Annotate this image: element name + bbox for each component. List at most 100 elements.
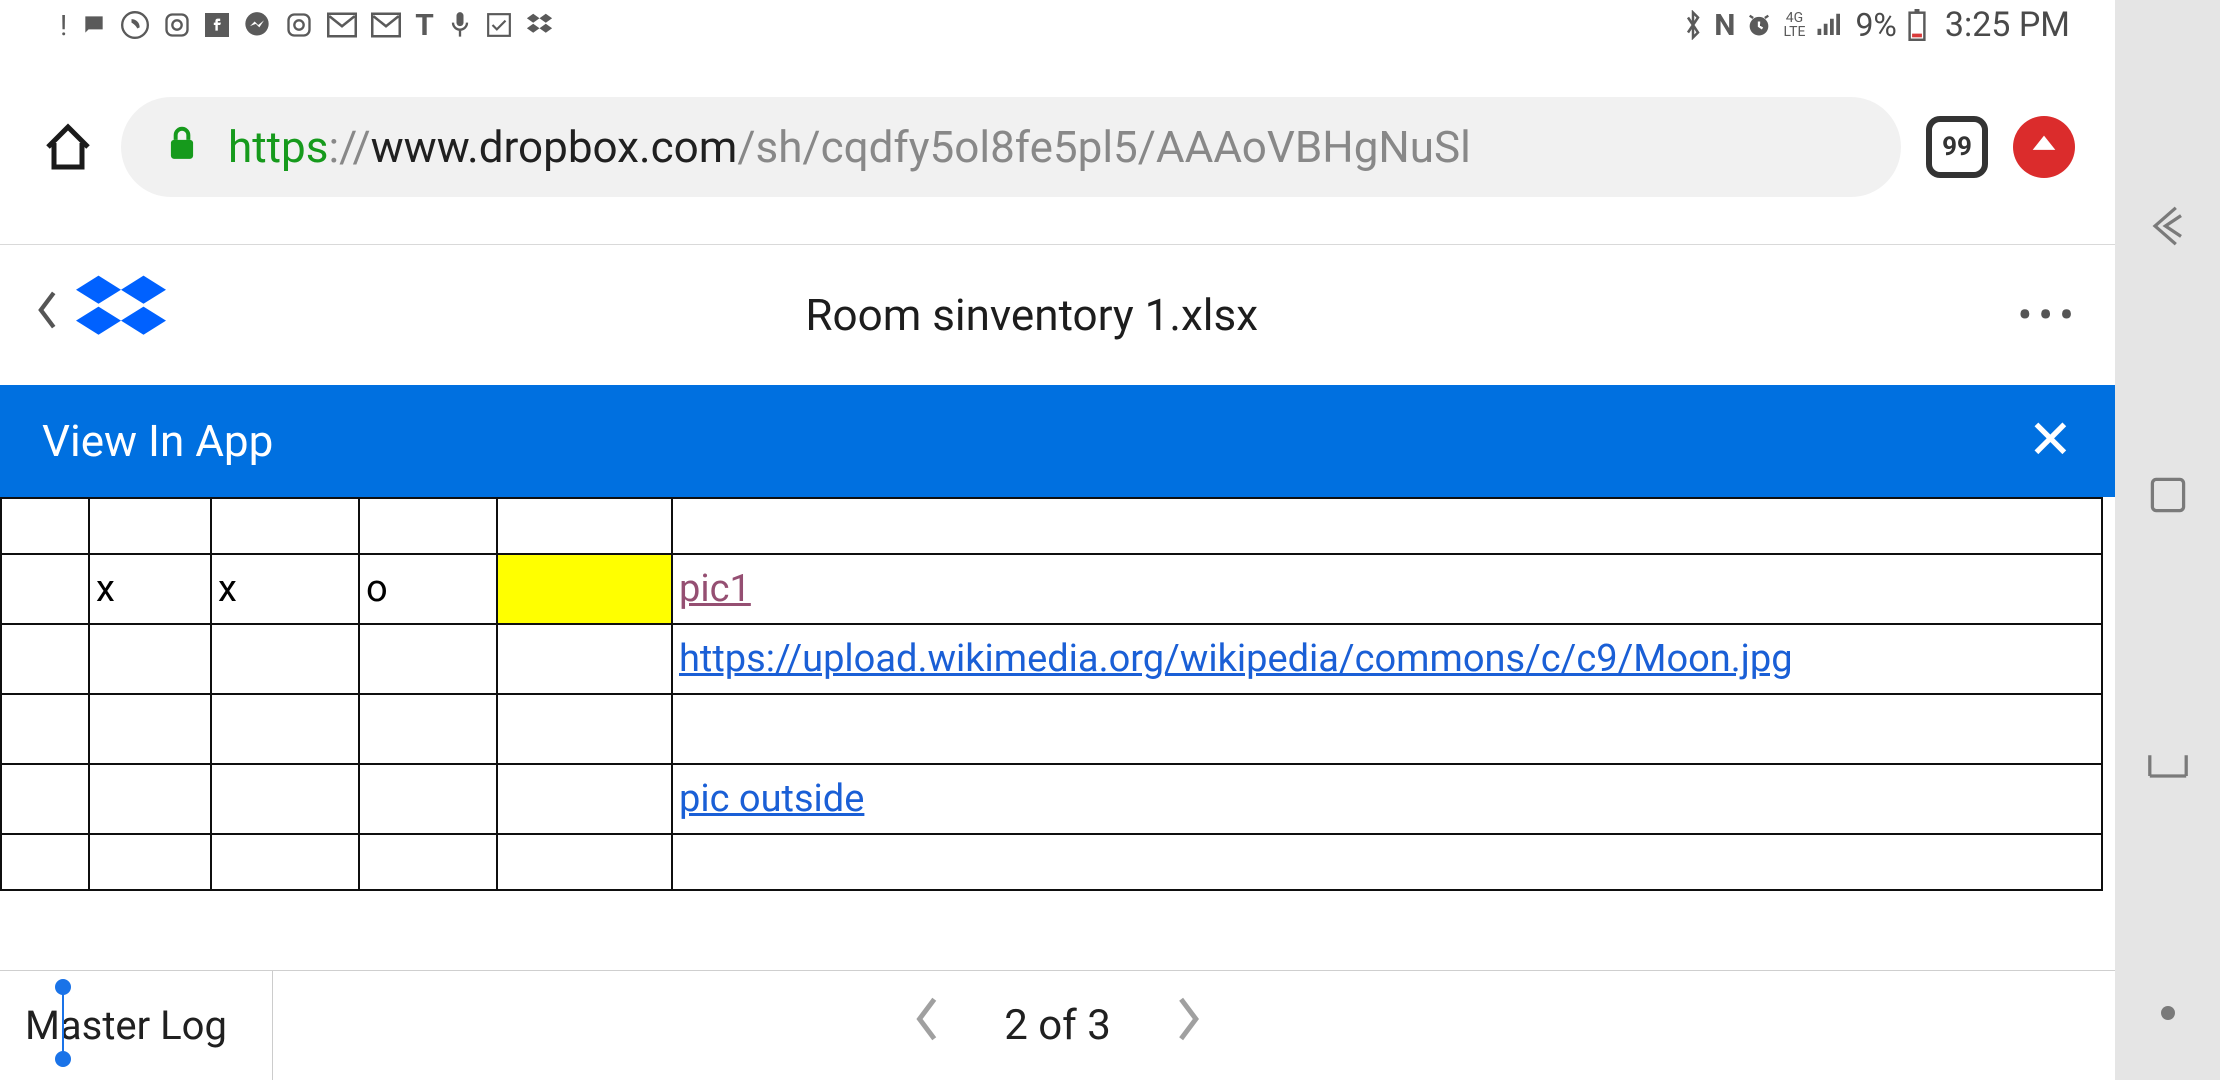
nav-home-button[interactable] bbox=[2142, 737, 2194, 793]
table-cell[interactable] bbox=[89, 624, 211, 694]
browser-menu-button[interactable] bbox=[2013, 116, 2075, 178]
banner-label: View In App bbox=[42, 415, 273, 467]
chat-icon bbox=[81, 12, 107, 38]
table-cell[interactable] bbox=[497, 498, 672, 554]
dropbox-header: Room sinventory 1.xlsx ••• bbox=[0, 245, 2115, 385]
tabs-count: 99 bbox=[1942, 132, 1972, 162]
table-cell[interactable] bbox=[211, 694, 359, 764]
sheet-tab-label: Master Log bbox=[25, 1002, 227, 1049]
signal-icon bbox=[1815, 12, 1845, 38]
gmail-icon-2 bbox=[371, 12, 401, 38]
table-cell[interactable]: x bbox=[211, 554, 359, 624]
spreadsheet-viewport[interactable]: xxopic1https://upload.wikimedia.org/wiki… bbox=[0, 497, 2115, 970]
url-sep: :// bbox=[328, 121, 370, 173]
more-button[interactable]: ••• bbox=[2017, 289, 2080, 341]
table-cell[interactable] bbox=[497, 624, 672, 694]
lte-icon: 4GLTE bbox=[1783, 11, 1805, 39]
view-in-app-banner[interactable]: View In App ✕ bbox=[0, 385, 2115, 497]
dropbox-status-icon bbox=[526, 12, 556, 38]
instagram-icon-2 bbox=[285, 11, 313, 39]
home-button[interactable] bbox=[40, 119, 96, 175]
table-cell[interactable] bbox=[211, 834, 359, 890]
table-row: xxopic1 bbox=[1, 554, 2102, 624]
messenger-icon bbox=[243, 11, 271, 39]
viber-icon bbox=[121, 11, 149, 39]
table-cell[interactable] bbox=[672, 834, 2102, 890]
table-cell[interactable]: o bbox=[359, 554, 497, 624]
battery-icon bbox=[1907, 9, 1927, 41]
table-cell[interactable] bbox=[89, 498, 211, 554]
nfc-icon: N bbox=[1714, 8, 1735, 43]
nav-dot bbox=[2161, 1006, 2175, 1020]
table-cell[interactable] bbox=[359, 764, 497, 834]
cell-link[interactable]: https://upload.wikimedia.org/wikipedia/c… bbox=[679, 637, 1793, 681]
url-protocol: https bbox=[228, 121, 328, 173]
table-cell[interactable] bbox=[1, 764, 89, 834]
lock-icon bbox=[166, 121, 198, 173]
android-status-bar: ! T bbox=[0, 0, 2115, 50]
table-cell[interactable] bbox=[211, 764, 359, 834]
status-notifications: ! T bbox=[60, 8, 556, 43]
facebook-icon bbox=[205, 13, 229, 37]
table-cell[interactable] bbox=[89, 834, 211, 890]
table-cell[interactable] bbox=[672, 694, 2102, 764]
alarm-icon bbox=[1745, 11, 1773, 39]
tabs-button[interactable]: 99 bbox=[1926, 116, 1988, 178]
file-title: Room sinventory 1.xlsx bbox=[46, 289, 2017, 341]
clock-time: 3:25 PM bbox=[1945, 5, 2070, 45]
android-nav-bar bbox=[2115, 0, 2220, 1080]
table-cell[interactable] bbox=[1, 498, 89, 554]
priority-icon: ! bbox=[60, 9, 67, 42]
sheet-tab[interactable]: Master Log bbox=[20, 971, 273, 1080]
table-row bbox=[1, 834, 2102, 890]
table-cell[interactable] bbox=[89, 764, 211, 834]
nav-back-button[interactable] bbox=[2142, 200, 2194, 256]
table-cell[interactable] bbox=[1, 834, 89, 890]
table-row bbox=[1, 498, 2102, 554]
table-row: https://upload.wikimedia.org/wikipedia/c… bbox=[1, 624, 2102, 694]
table-cell[interactable] bbox=[497, 834, 672, 890]
cell-link[interactable]: pic1 bbox=[679, 567, 751, 611]
table-cell[interactable] bbox=[1, 554, 89, 624]
url-host: www.dropbox.com bbox=[371, 121, 738, 173]
table-row bbox=[1, 694, 2102, 764]
nav-recents-button[interactable] bbox=[2142, 469, 2194, 525]
table-cell[interactable]: pic1 bbox=[672, 554, 2102, 624]
browser-toolbar: https://www.dropbox.com/sh/cqdfy5ol8fe5p… bbox=[0, 50, 2115, 245]
table-cell[interactable] bbox=[359, 498, 497, 554]
table-cell[interactable]: x bbox=[89, 554, 211, 624]
cell-link[interactable]: pic outside bbox=[679, 777, 864, 821]
instagram-icon bbox=[163, 11, 191, 39]
table-cell[interactable] bbox=[497, 764, 672, 834]
table-cell[interactable] bbox=[89, 694, 211, 764]
table-cell[interactable] bbox=[1, 694, 89, 764]
mic-icon bbox=[448, 11, 472, 39]
table-cell[interactable] bbox=[672, 498, 2102, 554]
page-indicator: 2 of 3 bbox=[1004, 1001, 1111, 1050]
text-cursor bbox=[62, 989, 64, 1057]
bluetooth-icon bbox=[1682, 10, 1704, 40]
table-cell[interactable] bbox=[497, 694, 672, 764]
table-cell[interactable] bbox=[1, 624, 89, 694]
battery-percent: 9% bbox=[1855, 6, 1896, 44]
table-cell[interactable] bbox=[359, 694, 497, 764]
spreadsheet-table: xxopic1https://upload.wikimedia.org/wiki… bbox=[0, 497, 2103, 891]
sheet-bottom-bar: Master Log 2 of 3 bbox=[0, 970, 2115, 1080]
table-cell[interactable] bbox=[211, 498, 359, 554]
sheet-pager: 2 of 3 bbox=[910, 996, 1205, 1055]
table-cell[interactable]: pic outside bbox=[672, 764, 2102, 834]
gmail-icon bbox=[327, 12, 357, 38]
table-cell[interactable]: https://upload.wikimedia.org/wikipedia/c… bbox=[672, 624, 2102, 694]
url-text: https://www.dropbox.com/sh/cqdfy5ol8fe5p… bbox=[228, 121, 1471, 173]
address-bar[interactable]: https://www.dropbox.com/sh/cqdfy5ol8fe5p… bbox=[121, 97, 1901, 197]
t-icon: T bbox=[415, 8, 434, 43]
prev-sheet-button[interactable] bbox=[910, 996, 944, 1055]
table-cell[interactable] bbox=[497, 554, 672, 624]
next-sheet-button[interactable] bbox=[1171, 996, 1205, 1055]
table-cell[interactable] bbox=[359, 834, 497, 890]
close-icon[interactable]: ✕ bbox=[2028, 414, 2073, 468]
checkbox-icon bbox=[486, 12, 512, 38]
table-cell[interactable] bbox=[359, 624, 497, 694]
table-cell[interactable] bbox=[211, 624, 359, 694]
status-system: N 4GLTE 9% 3:25 PM bbox=[1682, 5, 2070, 45]
